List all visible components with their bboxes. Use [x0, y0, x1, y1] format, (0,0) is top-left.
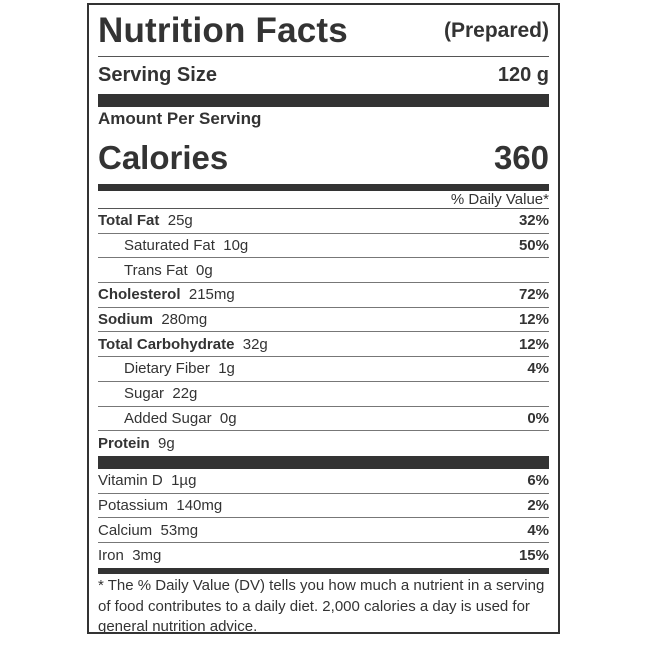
nutrient-amount: 25g [167, 212, 193, 230]
vitamin-percent: 4% [527, 521, 549, 539]
nutrient-label: Cholesterol [98, 286, 181, 304]
nutrient-name: Total Carbohydrate 32g [98, 336, 268, 353]
nutrient-name: Saturated Fat 10g [98, 237, 248, 254]
vitamin-label: Calcium [98, 521, 153, 539]
vitamin-amount: 53mg [160, 521, 199, 539]
calories-value: 360 [493, 138, 549, 176]
vitamin-name: Vitamin D 1µg [98, 472, 196, 489]
label-header: Nutrition Facts (Prepared) [98, 5, 549, 57]
vitamin-percent: 6% [527, 472, 549, 490]
vitamin-amount: 3mg [132, 547, 162, 565]
nutrient-percent: 12% [518, 335, 549, 353]
nutrient-amount: 0g [219, 409, 237, 427]
nutrient-amount: 9g [158, 435, 175, 453]
daily-value-header: % Daily Value* [98, 191, 549, 209]
nutrient-label: Sugar [124, 385, 165, 403]
thick-divider [98, 455, 549, 469]
nutrient-row: Cholesterol 215mg 72% [98, 283, 549, 308]
footnote: * The % Daily Value (DV) tells you how m… [98, 577, 545, 636]
vitamin-label: Iron [98, 547, 124, 565]
nutrient-percent: 4% [527, 360, 549, 378]
vitamin-amount: 1µg [171, 472, 197, 490]
daily-value-label: % Daily Value* [450, 191, 549, 208]
vitamin-amount: 140mg [176, 497, 223, 515]
nutrient-name: Trans Fat 0g [98, 262, 213, 279]
nutrient-name: Total Fat 25g [98, 212, 193, 229]
nutrient-percent: 0% [527, 409, 549, 427]
amount-per-serving: Amount Per Serving [98, 107, 549, 131]
nutrient-label: Trans Fat [124, 261, 188, 279]
nutrient-row: Total Fat 25g 32% [98, 209, 549, 234]
nutrient-label: Total Fat [98, 212, 160, 230]
nutrient-percent: 12% [518, 311, 549, 329]
nutrient-amount: 215mg [188, 286, 235, 304]
nutrient-row: Dietary Fiber 1g 4% [98, 357, 549, 382]
nutrient-name: Sodium 280mg [98, 311, 207, 328]
thick-divider [98, 568, 549, 575]
vitamin-row: Vitamin D 1µg 6% [98, 469, 549, 494]
nutrient-amount: 22g [172, 385, 198, 403]
nutrient-percent: 72% [518, 286, 549, 304]
vitamin-percent: 2% [527, 497, 549, 515]
nutrient-row: Total Carbohydrate 32g 12% [98, 332, 549, 358]
nutrient-row: Sugar 22g [98, 382, 549, 407]
nutrient-percent: 50% [518, 237, 549, 255]
vitamin-name: Calcium 53mg [98, 522, 198, 539]
thick-divider [98, 94, 549, 107]
nutrient-row: Saturated Fat 10g 50% [98, 234, 549, 259]
nutrient-amount: 1g [218, 360, 235, 378]
nutrient-amount: 32g [242, 335, 268, 353]
nutrient-row: Added Sugar 0g 0% [98, 407, 549, 432]
nutrient-row: Sodium 280mg 12% [98, 308, 549, 333]
nutrient-amount: 0g [195, 261, 213, 279]
label-subtitle: (Prepared) [443, 18, 549, 42]
nutrient-name: Sugar 22g [98, 385, 197, 402]
vitamin-label: Vitamin D [98, 472, 163, 490]
amount-per-serving-label: Amount Per Serving [98, 109, 262, 128]
vitamin-list: Vitamin D 1µg 6% Potassium 140mg 2% Calcium … [98, 469, 549, 568]
vitamin-name: Iron 3mg [98, 547, 161, 564]
nutrient-row: Protein 9g [98, 431, 549, 456]
nutrient-name: Cholesterol 215mg [98, 286, 235, 303]
vitamin-row: Potassium 140mg 2% [98, 494, 549, 519]
nutrient-label: Protein [98, 435, 150, 453]
nutrient-label: Sodium [98, 311, 153, 329]
vitamin-label: Potassium [98, 497, 169, 515]
calories-row: Calories 360 [98, 131, 549, 184]
thick-divider [98, 184, 549, 191]
nutrient-name: Protein 9g [98, 435, 175, 452]
vitamin-percent: 15% [518, 547, 549, 565]
nutrient-name: Added Sugar 0g [98, 410, 237, 427]
nutrient-amount: 10g [223, 237, 249, 255]
label-title: Nutrition Facts [98, 10, 348, 50]
serving-size-row: Serving Size 120 g [98, 57, 549, 94]
serving-size-label: Serving Size [98, 64, 217, 86]
nutrition-facts-label: Nutrition Facts (Prepared) Serving Size … [87, 3, 560, 635]
nutrient-label: Added Sugar [124, 409, 212, 427]
nutrient-label: Saturated Fat [124, 237, 215, 255]
calories-label: Calories [98, 138, 229, 176]
nutrient-name: Dietary Fiber 1g [98, 360, 235, 377]
vitamin-name: Potassium 140mg [98, 497, 222, 514]
nutrient-amount: 280mg [161, 311, 208, 329]
serving-size-value: 120 g [497, 64, 549, 86]
nutrient-list: Total Fat 25g 32% Saturated Fat 10g 50% Tran… [98, 209, 549, 456]
nutrient-label: Total Carbohydrate [98, 335, 235, 353]
nutrient-percent: 32% [518, 212, 549, 230]
nutrient-row: Trans Fat 0g [98, 258, 549, 284]
vitamin-row: Calcium 53mg 4% [98, 518, 549, 544]
vitamin-row: Iron 3mg 15% [98, 543, 549, 568]
nutrient-label: Dietary Fiber [124, 360, 210, 378]
